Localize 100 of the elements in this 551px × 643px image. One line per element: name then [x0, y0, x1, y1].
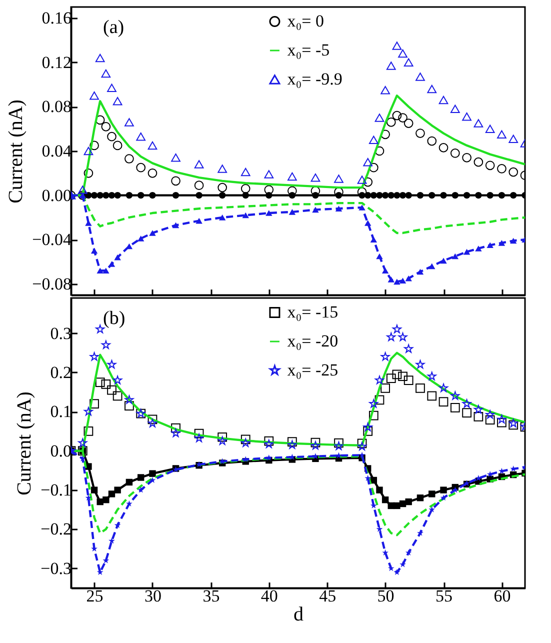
point — [474, 405, 483, 414]
point — [357, 176, 367, 184]
point — [85, 220, 92, 226]
point — [462, 399, 472, 408]
point — [416, 192, 424, 199]
point — [310, 438, 320, 448]
legend-label: x₀= -5 — [287, 40, 330, 60]
point — [508, 418, 518, 428]
x-tick-label: 35 — [202, 586, 220, 606]
point — [85, 494, 92, 501]
point — [107, 84, 116, 92]
point — [112, 140, 122, 150]
point — [334, 174, 344, 183]
legend-label: x₀= -20 — [287, 332, 338, 350]
point — [374, 114, 384, 122]
point — [427, 136, 437, 146]
point — [428, 490, 436, 498]
point — [196, 192, 202, 199]
y-tick-label: 0.12 — [42, 52, 72, 72]
point — [264, 170, 274, 178]
point — [450, 403, 460, 412]
point — [386, 62, 396, 70]
point — [485, 415, 495, 425]
point — [136, 162, 146, 172]
point — [264, 439, 274, 448]
point — [137, 236, 144, 242]
point — [392, 370, 402, 380]
point — [149, 476, 156, 483]
point — [171, 423, 180, 433]
point — [374, 395, 384, 405]
point — [114, 254, 121, 260]
point — [452, 253, 459, 260]
x-tick-label: 45 — [319, 586, 336, 606]
point — [84, 168, 94, 178]
point — [438, 397, 448, 407]
point — [171, 428, 180, 438]
point — [194, 180, 204, 190]
point — [386, 118, 396, 127]
y-tick-label: 0.2 — [50, 362, 72, 382]
point — [112, 97, 122, 106]
point — [392, 110, 402, 120]
x-tick-label: 60 — [494, 586, 511, 606]
point — [388, 276, 394, 282]
point — [364, 474, 372, 481]
point — [310, 441, 320, 450]
point — [242, 212, 249, 218]
point — [358, 452, 366, 458]
point — [357, 438, 367, 448]
point — [394, 278, 400, 285]
point — [497, 130, 506, 139]
point — [405, 549, 412, 556]
point — [90, 140, 99, 150]
point — [398, 372, 408, 382]
point — [375, 376, 384, 384]
point — [382, 268, 389, 274]
point — [388, 565, 394, 572]
point — [440, 258, 447, 264]
point — [90, 248, 98, 254]
point — [405, 192, 412, 199]
point — [171, 154, 180, 162]
point — [392, 42, 402, 50]
point — [416, 360, 425, 369]
point — [474, 412, 484, 422]
y-tick-label: 0.00 — [42, 186, 72, 205]
point — [102, 557, 110, 564]
point — [386, 332, 396, 342]
point — [450, 148, 460, 158]
point — [382, 496, 389, 504]
point — [485, 160, 495, 170]
point — [427, 391, 437, 401]
point — [84, 146, 94, 156]
point — [363, 158, 373, 166]
point — [450, 391, 460, 400]
point — [96, 324, 105, 334]
point — [287, 186, 297, 196]
point — [380, 352, 390, 361]
point — [114, 486, 121, 494]
y-tick-label: 0.04 — [42, 142, 72, 160]
point — [108, 261, 116, 267]
point — [364, 220, 372, 226]
point — [376, 486, 383, 494]
point — [474, 157, 484, 167]
point — [335, 206, 342, 212]
point — [380, 86, 390, 94]
point — [108, 490, 116, 498]
point — [126, 478, 133, 486]
point — [405, 498, 412, 506]
x-axis-title: d — [294, 604, 304, 626]
point — [380, 383, 390, 393]
point — [124, 401, 134, 410]
point — [399, 192, 406, 199]
point — [462, 408, 472, 418]
point — [266, 192, 272, 199]
point — [382, 549, 388, 556]
point — [218, 432, 228, 442]
point — [416, 72, 425, 81]
point — [416, 128, 425, 138]
point — [102, 268, 110, 274]
point — [399, 278, 406, 284]
point — [240, 434, 250, 444]
